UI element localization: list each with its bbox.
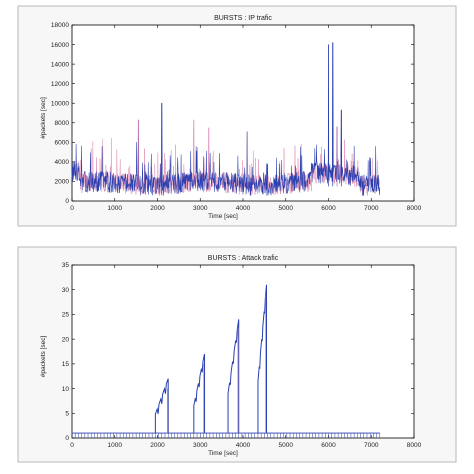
chart-ip-traffic: BURSTS : IP trafic 0 1000 2000 3000 4000 5000 6… <box>17 5 457 227</box>
x-tick-label: 8000 <box>407 442 422 449</box>
y-tick-label: 20 <box>62 336 70 343</box>
y-tick-label: 0 <box>65 435 69 442</box>
y-tick-label: 5 <box>65 410 69 417</box>
x-tick-label: 1000 <box>108 205 123 212</box>
y-tick-label: 2000 <box>55 179 70 186</box>
y-tick-label: 12000 <box>51 81 69 88</box>
y-axis-label: #packets [sec] <box>40 97 47 139</box>
x-tick-label: 4000 <box>236 442 251 449</box>
x-tick-label: 1000 <box>108 442 123 449</box>
plot-area <box>71 264 415 439</box>
x-tick-label: 7000 <box>364 205 379 212</box>
x-tick-label: 3000 <box>193 442 208 449</box>
y-tick-label: 8000 <box>55 120 70 127</box>
x-tick-label: 5000 <box>279 205 294 212</box>
y-tick-label: 18000 <box>51 22 69 29</box>
x-tick-label: 2000 <box>150 442 165 449</box>
x-tick-label: 6000 <box>321 442 336 449</box>
burst-line <box>154 378 169 434</box>
chart-title: BURSTS : Attack trafic <box>208 255 279 262</box>
y-tick-label: 10 <box>62 386 70 393</box>
y-axis-label: #packets [sec] <box>40 336 47 378</box>
y-tick-label: 15 <box>62 361 70 368</box>
y-tick-label: 30 <box>62 287 70 294</box>
burst-line <box>227 319 240 434</box>
x-tick-label: 2000 <box>150 205 165 212</box>
x-axis-label: Time [sec] <box>208 450 238 457</box>
y-tick-label: 25 <box>62 312 70 319</box>
chart-title: BURSTS : IP trafic <box>214 15 272 22</box>
x-tick-label: 3000 <box>193 205 208 212</box>
x-tick-label: 0 <box>70 205 74 212</box>
x-tick-label: 0 <box>70 442 74 449</box>
x-tick-label: 4000 <box>236 205 251 212</box>
x-axis-label: Time [sec] <box>208 213 238 220</box>
x-tick-label: 7000 <box>364 442 379 449</box>
y-tick-label: 0 <box>65 198 69 205</box>
chart-attack-traffic: BURSTS : Attack trafic 0 1000 2000 3000 4000 5… <box>17 246 457 463</box>
x-tick-label: 5000 <box>279 442 294 449</box>
y-tick-label: 10000 <box>51 100 69 107</box>
y-tick-label: 4000 <box>55 159 70 166</box>
y-tick-label: 6000 <box>55 140 70 147</box>
x-tick-label: 6000 <box>321 205 336 212</box>
x-tick-label: 8000 <box>407 205 422 212</box>
y-tick-label: 16000 <box>51 42 69 49</box>
y-tick-label: 14000 <box>51 61 69 68</box>
y-tick-label: 35 <box>62 262 70 269</box>
burst-line <box>193 353 206 434</box>
